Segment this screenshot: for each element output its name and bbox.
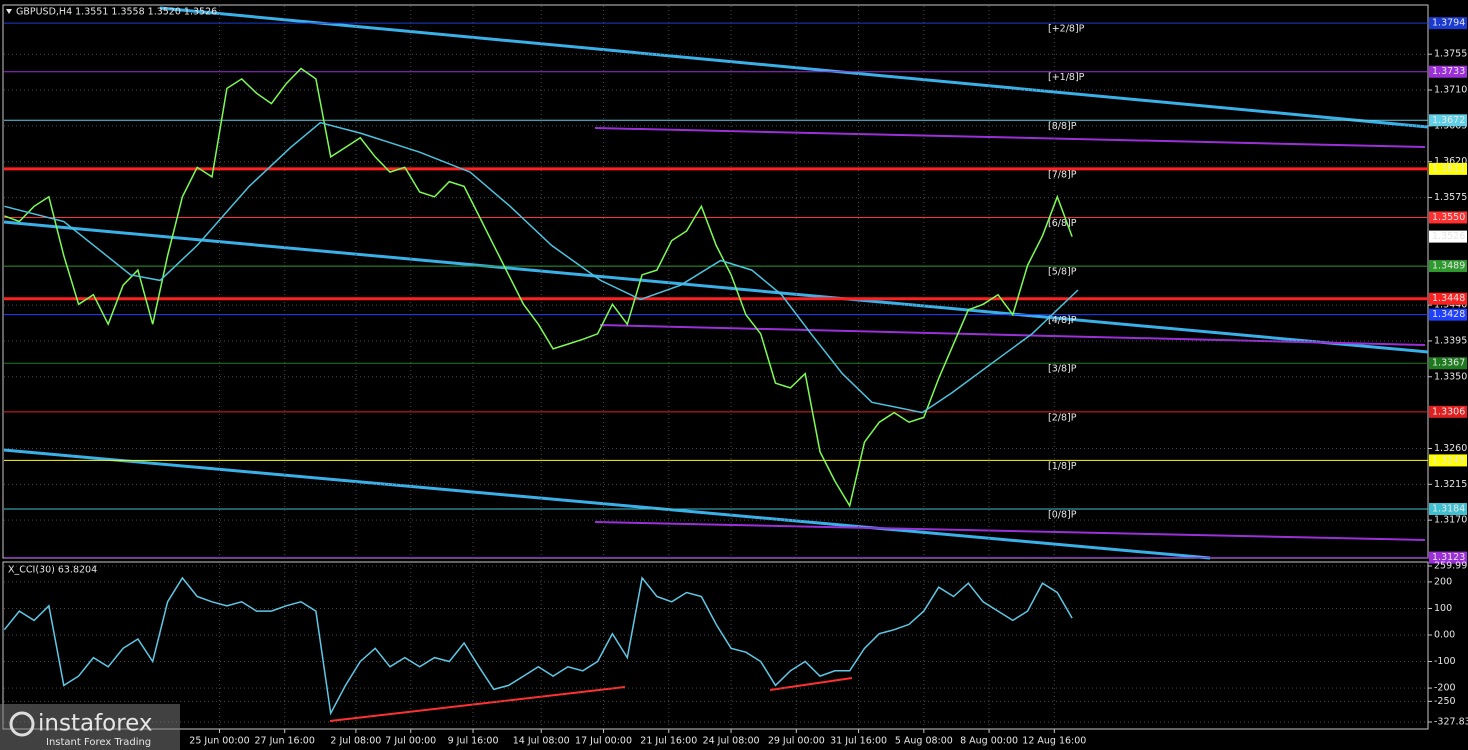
y-tick-label: 1.3620 xyxy=(1434,156,1467,167)
x-tick-label: 27 Jun 16:00 xyxy=(255,736,315,747)
x-tick-label: 25 Jun 00:00 xyxy=(189,736,249,747)
y-tick-label: 1.3215 xyxy=(1434,479,1467,490)
level-label: [6/8]P xyxy=(1048,218,1077,229)
price-label-bg xyxy=(1429,454,1467,467)
trend-line xyxy=(594,127,1426,148)
current-price-label: 1.3526 xyxy=(1432,231,1465,242)
level-label: [0/8]P xyxy=(1048,510,1077,521)
trend-line xyxy=(599,324,1426,346)
price-label-bg xyxy=(1429,292,1467,305)
level-label: [+1/8]P xyxy=(1048,72,1085,83)
y-tick-label: -100 xyxy=(1434,656,1456,667)
watermark-bg xyxy=(0,704,180,750)
price-label-bg xyxy=(1429,114,1467,127)
y-tick-label: 259.9969 xyxy=(1434,561,1468,572)
price-label: 1.3794 xyxy=(1432,18,1465,29)
series-line xyxy=(3,576,1073,716)
x-tick-label: 17 Jul 00:00 xyxy=(575,736,632,747)
x-tick-label: 9 Jul 16:00 xyxy=(448,736,499,747)
y-tick-label: 1.3260 xyxy=(1434,443,1467,454)
y-tick-label: 1.3710 xyxy=(1434,85,1467,96)
x-tick-label: 31 Jul 16:00 xyxy=(830,736,887,747)
y-tick-label: 1.3395 xyxy=(1434,335,1467,346)
level-label: [7/8]P xyxy=(1048,169,1077,180)
y-tick-label: 1.3170 xyxy=(1434,515,1467,526)
price-label-bg xyxy=(1429,405,1467,418)
x-tick-label: 21 Jul 16:00 xyxy=(640,736,697,747)
cci-title: X_CCI(30) 63.8204 xyxy=(8,565,97,576)
price-label: 1.3428 xyxy=(1432,309,1465,320)
x-tick-label: 24 Jul 08:00 xyxy=(703,736,760,747)
price-label-bg xyxy=(1429,260,1467,273)
logo-icon xyxy=(9,711,35,737)
level-label: [5/8]P xyxy=(1048,267,1077,278)
x-tick-label: 7 Jul 00:00 xyxy=(385,736,436,747)
x-tick-label: 5 Aug 08:00 xyxy=(895,736,953,747)
level-label: [2/8]P xyxy=(1048,412,1077,423)
level-label: [8/8]P xyxy=(1048,121,1077,132)
price-label: 1.3245 xyxy=(1432,455,1465,466)
watermark-brand: instaforex xyxy=(38,711,153,737)
price-label-bg xyxy=(1429,17,1467,30)
level-label: [3/8]P xyxy=(1048,364,1077,375)
x-tick-label: 12 Aug 16:00 xyxy=(1022,736,1086,747)
price-label: 1.3306 xyxy=(1432,406,1465,417)
channel-line xyxy=(159,6,1429,129)
menu-arrow xyxy=(6,9,12,14)
price-label-bg xyxy=(1429,162,1467,175)
level-label: [4/8]P xyxy=(1048,315,1077,326)
y-tick-label: 100 xyxy=(1434,603,1452,614)
x-tick-label: 29 Jul 00:00 xyxy=(768,736,825,747)
price-label: 1.3550 xyxy=(1432,212,1465,223)
trend-line xyxy=(594,521,1426,541)
divergence-line xyxy=(769,677,853,691)
price-label: 1.3448 xyxy=(1432,293,1465,304)
y-tick-label: -200 xyxy=(1434,683,1456,694)
level-label: [+2/8]P xyxy=(1048,24,1085,35)
price-label-bg xyxy=(1429,503,1467,516)
watermark-tagline: Instant Forex Trading xyxy=(46,737,151,748)
chart-title: GBPUSD,H4 1.3551 1.3558 1.3520 1.3526 xyxy=(16,7,217,18)
price-label: 1.3733 xyxy=(1432,66,1465,77)
level-label: [1/8]P xyxy=(1048,461,1077,472)
x-tick-label: 2 Jul 08:00 xyxy=(330,736,381,747)
series-line xyxy=(4,121,1079,414)
y-tick-label: 200 xyxy=(1434,576,1452,587)
x-tick-label: 14 Jul 08:00 xyxy=(513,736,570,747)
y-tick-label: -250 xyxy=(1434,696,1456,707)
y-tick-label: 1.3755 xyxy=(1434,49,1467,60)
drawings xyxy=(2,4,1429,730)
series-line xyxy=(4,67,1073,508)
divergence-line xyxy=(329,686,626,722)
y-tick-label: 1.3440 xyxy=(1434,300,1467,311)
price-label-bg xyxy=(1429,551,1467,564)
price-label-bg xyxy=(1429,65,1467,78)
watermark: instaforex Instant Forex Trading xyxy=(0,704,180,750)
channel-line xyxy=(3,220,1429,354)
price-label: 1.3489 xyxy=(1432,261,1465,272)
x-tick-label: 8 Aug 00:00 xyxy=(960,736,1018,747)
y-tick-label: -327.8369 xyxy=(1434,717,1468,728)
channel-line xyxy=(3,448,1211,560)
y-tick-label: 0.00 xyxy=(1434,629,1455,640)
y-tick-label: 1.3350 xyxy=(1434,371,1467,382)
price-label: 1.3184 xyxy=(1432,504,1465,515)
price-label: 1.3611 xyxy=(1432,163,1465,174)
price-label: 1.3672 xyxy=(1432,115,1465,126)
price-label-bg xyxy=(1429,357,1467,370)
price-label: 1.3367 xyxy=(1432,358,1465,369)
current-price-bg xyxy=(1429,230,1467,243)
y-tick-label: 1.3575 xyxy=(1434,192,1467,203)
price-label-bg xyxy=(1429,308,1467,321)
price-label: 1.3123 xyxy=(1432,552,1465,563)
price-label-bg xyxy=(1429,211,1467,224)
cci-frame xyxy=(2,561,1429,730)
